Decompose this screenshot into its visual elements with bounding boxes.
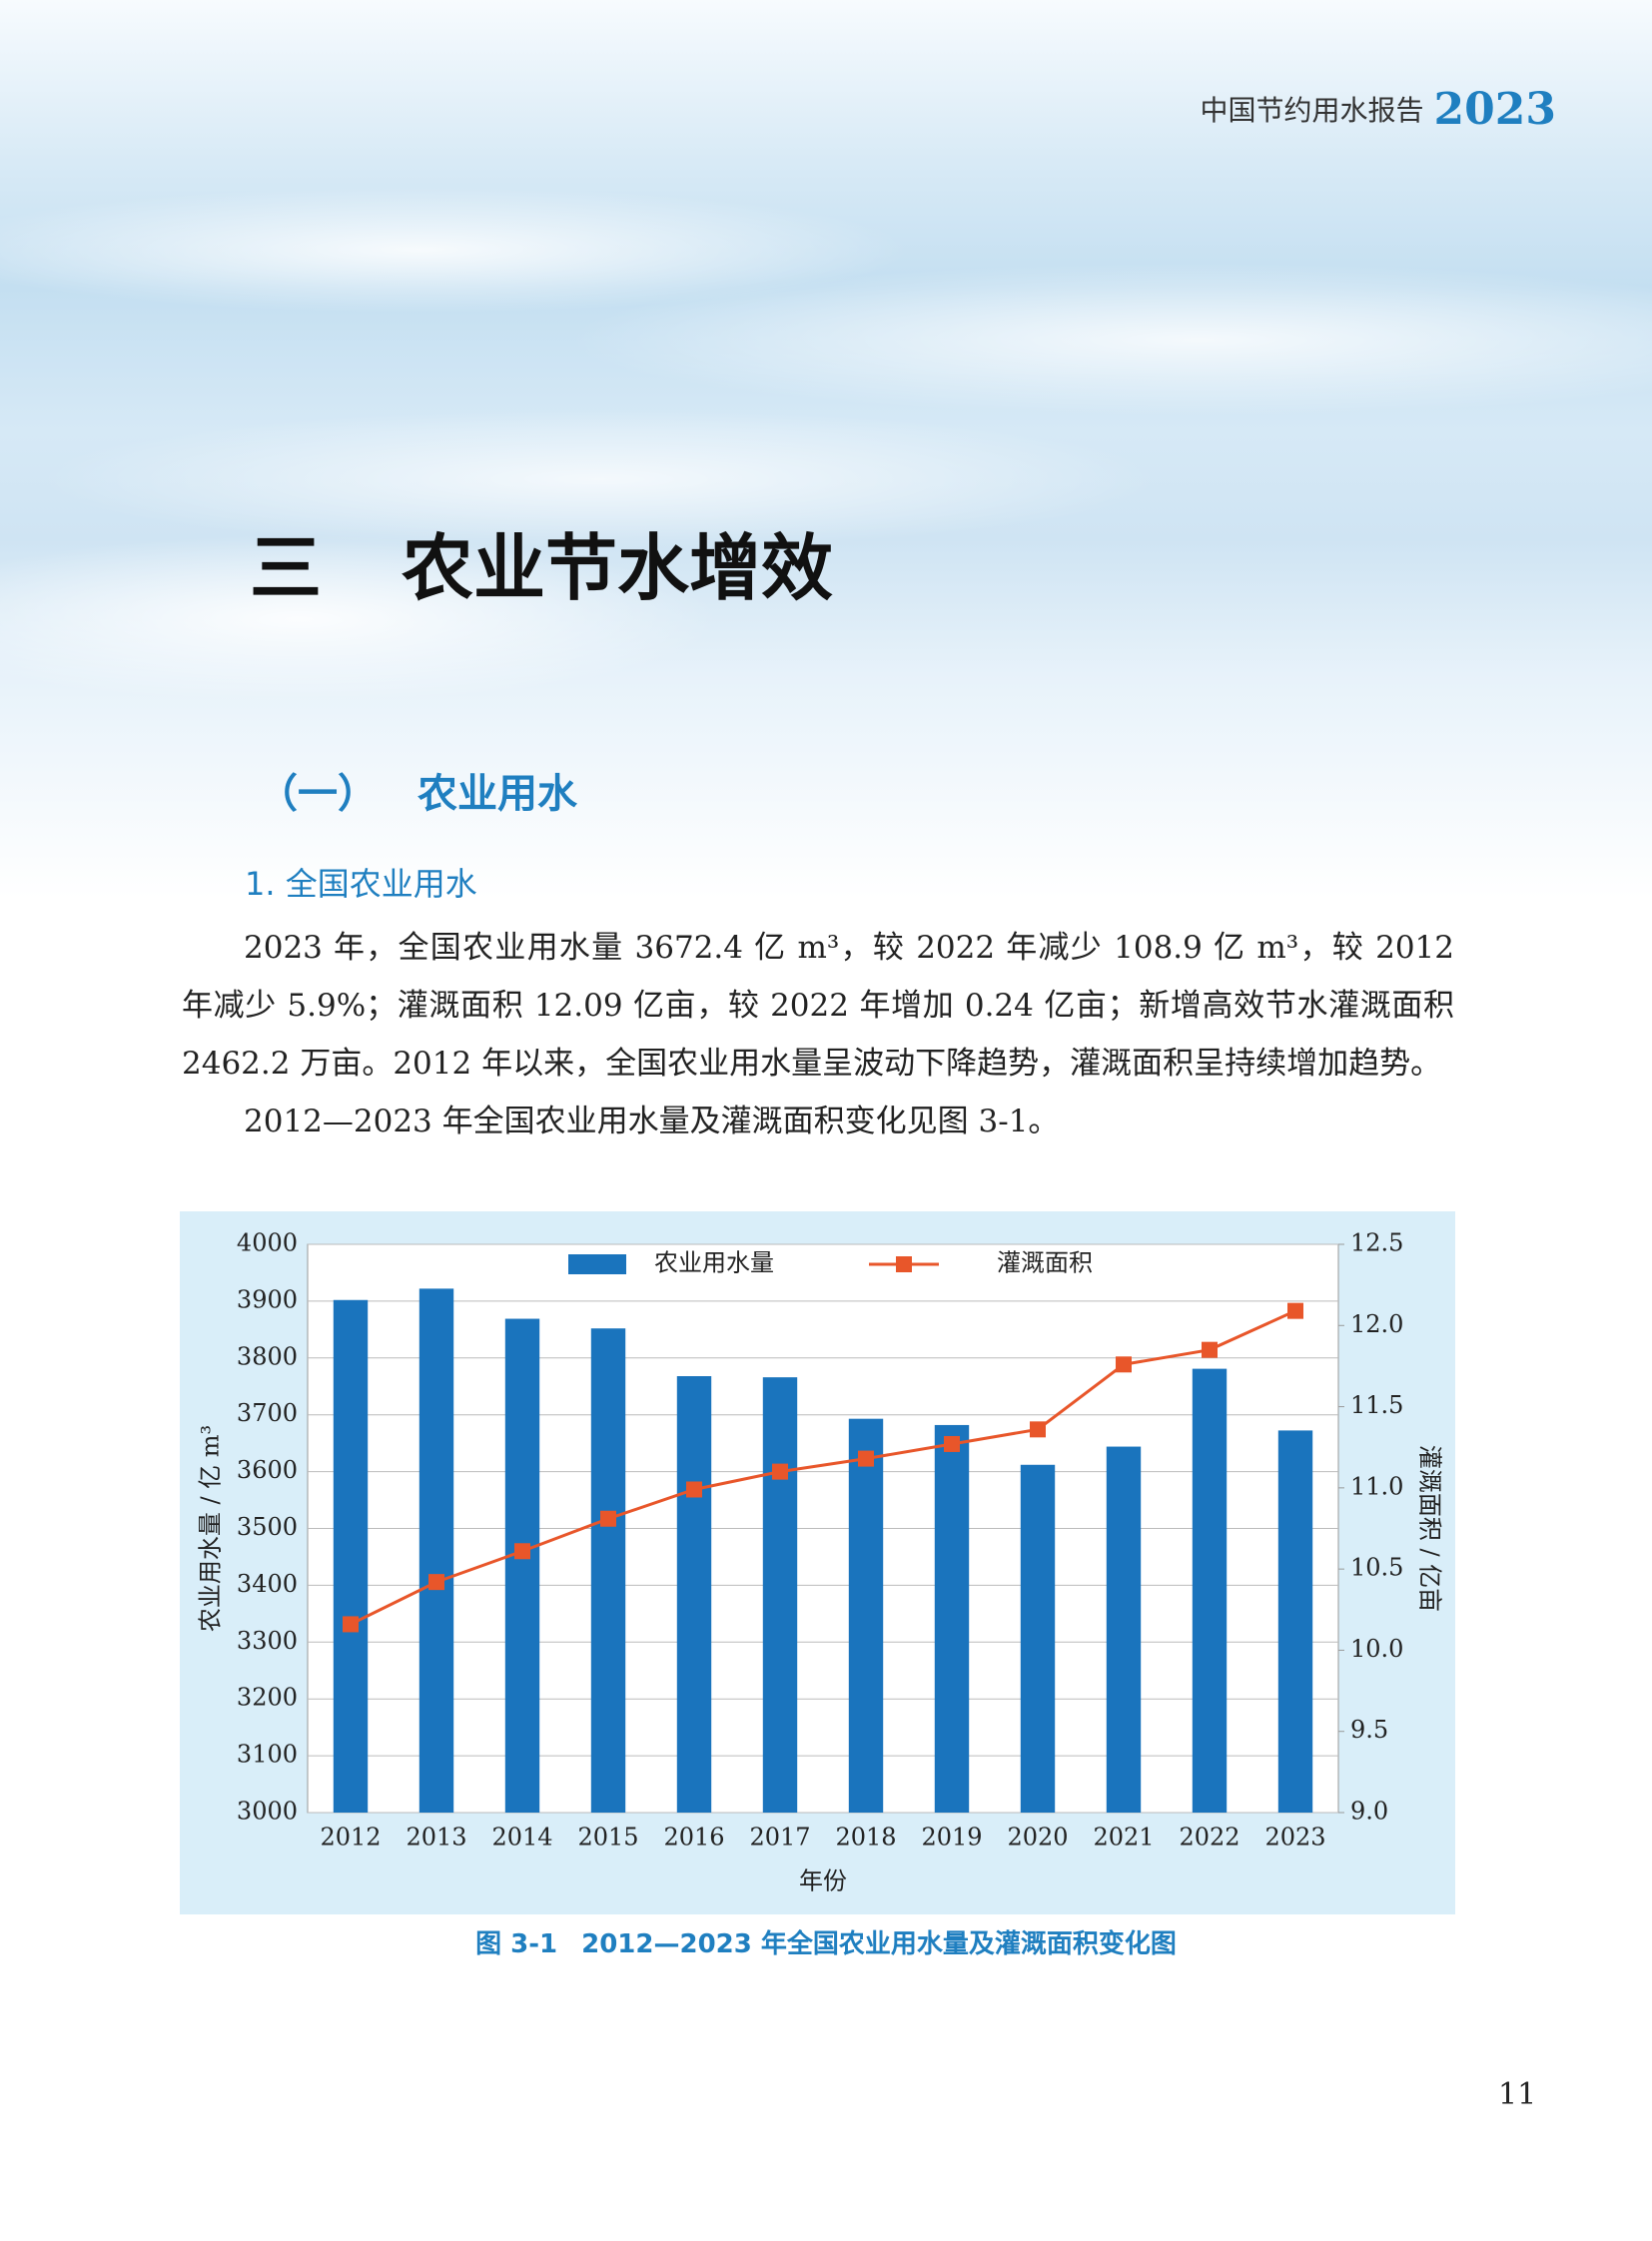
bar — [590, 1328, 626, 1813]
bar — [418, 1288, 454, 1813]
y2-tick-label: 10.5 — [1350, 1554, 1403, 1582]
legend-label: 灌溉面积 — [997, 1249, 1093, 1277]
x-tick-label: 2016 — [663, 1824, 724, 1852]
x-tick-label: 2012 — [320, 1824, 381, 1852]
chapter-heading: 三农业节水增效 — [250, 509, 833, 614]
line-marker — [600, 1510, 616, 1527]
line-marker — [1287, 1302, 1303, 1319]
y2-tick-label: 11.5 — [1350, 1391, 1403, 1419]
y-tick-label: 3700 — [237, 1399, 298, 1427]
bar — [1106, 1446, 1142, 1813]
caption-label: 图 3-1 — [475, 1929, 558, 1959]
line-marker — [343, 1616, 359, 1633]
y-tick-label: 3000 — [237, 1798, 298, 1826]
x-tick-label: 2023 — [1264, 1824, 1325, 1852]
paragraph: 2012—2023 年全国农业用水量及灌溉面积变化见图 3-1。 — [244, 1104, 1060, 1139]
y-tick-label: 3400 — [237, 1570, 298, 1598]
y-tick-label: 3500 — [237, 1513, 298, 1541]
body-text: 2023 年，全国农业用水量 3672.4 亿 m³，较 2022 年减少 10… — [182, 919, 1454, 1150]
x-tick-label: 2020 — [1007, 1824, 1068, 1852]
chart-panel: 3000 3100 3200 3300 3400 3500 3600 3700 3800 3900… — [180, 1211, 1455, 1914]
y-axis-title: 农业用水量 / 亿 m³ — [197, 1425, 225, 1632]
line-marker — [1202, 1341, 1218, 1358]
x-tick-label: 2022 — [1179, 1824, 1239, 1852]
bar — [504, 1318, 540, 1813]
running-header: 中国节约用水报告 2023 — [1201, 84, 1556, 135]
y-tick-label: 4000 — [237, 1229, 298, 1257]
x-tick-label: 2018 — [835, 1824, 896, 1852]
x-tick-label: 2015 — [577, 1824, 638, 1852]
chapter-number: 三 — [250, 526, 323, 610]
line-marker — [772, 1463, 788, 1480]
bar — [848, 1418, 884, 1813]
line-marker — [428, 1574, 444, 1591]
bar — [934, 1424, 970, 1813]
chapter-title: 农业节水增效 — [402, 526, 834, 610]
x-tick-label: 2019 — [921, 1824, 982, 1852]
header-title: 中国节约用水报告 — [1200, 94, 1424, 127]
line-marker — [1116, 1356, 1132, 1373]
caption-text: 2012—2023 年全国农业用水量及灌溉面积变化图 — [581, 1929, 1177, 1959]
x-tick-label: 2014 — [491, 1824, 552, 1852]
subsection-heading: 1. 全国农业用水 — [245, 865, 477, 903]
y-tick-label: 3100 — [237, 1741, 298, 1769]
y2-tick-label: 11.0 — [1350, 1472, 1403, 1500]
line-marker — [858, 1450, 874, 1467]
y-tick-label: 3900 — [237, 1285, 298, 1313]
line-marker — [944, 1435, 960, 1452]
y2-axis-title: 灌溉面积 / 亿亩 — [1416, 1445, 1444, 1612]
section-heading: （一） 农业用水 — [258, 761, 577, 819]
line — [350, 1309, 1296, 1626]
page-number: 11 — [1498, 2077, 1537, 2112]
y-tick-label: 3200 — [237, 1684, 298, 1712]
sky-background — [0, 0, 1652, 899]
x-tick-label: 2017 — [749, 1824, 810, 1852]
bar — [1192, 1368, 1228, 1813]
x-tick-label: 2021 — [1093, 1824, 1154, 1852]
bar — [676, 1376, 712, 1813]
line-marker — [686, 1481, 702, 1498]
section-title: 农业用水 — [417, 771, 577, 817]
y-tick-label: 3600 — [237, 1456, 298, 1484]
legend-label: 农业用水量 — [654, 1249, 774, 1277]
y2-tick-label: 12.5 — [1350, 1229, 1403, 1257]
paragraph: 2023 年，全国农业用水量 3672.4 亿 m³，较 2022 年减少 10… — [182, 930, 1454, 1082]
section-number: （一） — [258, 771, 378, 817]
y-tick-label: 3300 — [237, 1627, 298, 1655]
figure-caption: 图 3-1 2012—2023 年全国农业用水量及灌溉面积变化图 — [0, 1923, 1652, 1960]
chart: 3000 3100 3200 3300 3400 3500 3600 3700 3800 3900… — [197, 1229, 1444, 1895]
y2-tick-label: 9.5 — [1350, 1716, 1388, 1744]
header-year: 2023 — [1433, 84, 1556, 135]
bar — [1020, 1464, 1056, 1813]
y-tick-label: 3800 — [237, 1342, 298, 1370]
y2-tick-label: 12.0 — [1350, 1310, 1403, 1338]
line-marker — [1030, 1421, 1046, 1438]
y2-tick-label: 10.0 — [1350, 1635, 1403, 1663]
x-axis-title: 年份 — [799, 1868, 847, 1895]
x-tick-label: 2013 — [406, 1824, 466, 1852]
bar — [333, 1299, 369, 1813]
legend-swatch — [896, 1256, 912, 1272]
line-marker — [514, 1543, 530, 1560]
bar — [1277, 1430, 1313, 1813]
bar — [762, 1377, 798, 1813]
legend-swatch — [568, 1254, 626, 1274]
y2-tick-label: 9.0 — [1350, 1798, 1388, 1826]
